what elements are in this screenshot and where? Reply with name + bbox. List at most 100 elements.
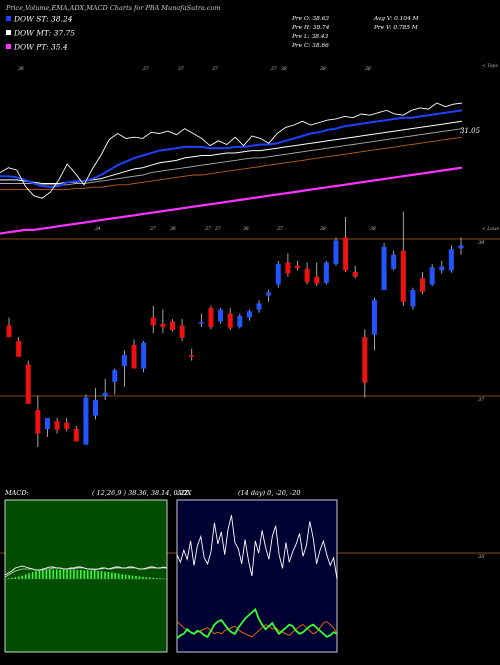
candle	[54, 417, 60, 434]
macd-params: ( 12,26,9 ) 38.36, 38.14, 0.22	[92, 489, 188, 497]
candle-body	[25, 364, 31, 404]
legend: DOW ST: 38.24 DOW MT: 37.75 DOW PT: 35.4	[6, 15, 75, 52]
candle	[189, 348, 195, 361]
low-marker: 36	[243, 226, 249, 232]
candle	[83, 394, 89, 445]
candle	[362, 329, 368, 398]
candle-body	[285, 262, 291, 274]
candle-body	[141, 342, 147, 369]
candle-body	[420, 278, 426, 292]
candle	[285, 253, 291, 277]
candle	[333, 237, 339, 266]
candle-body	[237, 315, 243, 327]
adx-panel: ADX (14 day) 0, -20, -20	[176, 489, 338, 653]
top-marker: 36	[18, 66, 24, 72]
candle-body	[6, 325, 12, 338]
candle-body	[73, 428, 79, 442]
candle-body	[381, 246, 387, 291]
candle-body	[112, 370, 118, 382]
macd-panel: MACD: ( 12,26,9 ) 38.36, 38.14, 0.22	[4, 489, 188, 653]
low-marker: 36	[170, 226, 176, 232]
candle-body	[439, 266, 445, 271]
candle	[121, 350, 127, 387]
candle	[458, 237, 464, 255]
pre-low: Pre L: 38.43	[291, 34, 328, 40]
low-marker: 38	[320, 226, 326, 232]
candle-body	[35, 410, 41, 434]
candles	[6, 211, 464, 448]
candle-body	[410, 290, 416, 307]
y-tick-label: 37	[478, 397, 485, 403]
candle	[304, 262, 310, 285]
pre-high: Pre H: 38.74	[291, 25, 330, 31]
candle-body	[304, 268, 310, 283]
candle-body	[131, 344, 137, 369]
ema-short-line	[0, 109, 463, 189]
top-marker: 38	[281, 66, 287, 72]
chart-title: Price,Volume,EMA,ADX,MACD Charts for PBA…	[5, 4, 221, 12]
candle	[169, 319, 175, 332]
candle	[391, 250, 397, 271]
candle-body	[275, 264, 281, 285]
legend-dow-mt: DOW MT: 37.75	[13, 29, 75, 38]
top-marker: 37	[178, 66, 184, 72]
pre-close: Pre C: 38.66	[291, 43, 329, 49]
ohlc-readout: Pre O: 38.63 Pre H: 38.74 Pre L: 38.43 P…	[291, 16, 420, 49]
ema-long-line	[0, 128, 463, 186]
plus-di-line	[176, 607, 338, 639]
low-marker: 34	[95, 226, 101, 232]
candle	[275, 260, 281, 288]
macd-lines	[4, 565, 168, 580]
candle-body	[266, 292, 272, 296]
price-label: 31.05	[460, 127, 481, 135]
y-tick-label: 35	[478, 554, 484, 560]
candle	[295, 260, 301, 271]
candle-body	[179, 325, 185, 338]
candle-body	[246, 311, 252, 318]
candle-body	[83, 397, 89, 445]
candle-body	[448, 249, 454, 271]
candle	[208, 305, 214, 330]
candle	[179, 319, 185, 342]
legend-swatch-mt	[6, 30, 11, 35]
top-marker: 37	[143, 66, 149, 72]
ema-pt-line	[0, 166, 463, 235]
candle	[112, 368, 118, 395]
candle	[420, 271, 426, 294]
candle-body	[54, 421, 60, 430]
candle	[198, 313, 204, 327]
candle	[256, 300, 262, 313]
low-marker: 37	[277, 226, 283, 232]
adx-line	[176, 515, 338, 580]
y-tick-label: 39	[478, 240, 485, 246]
candle-body	[227, 313, 233, 328]
candle	[448, 245, 454, 273]
candle-body	[93, 399, 99, 416]
candle-body	[64, 422, 70, 429]
candlestick-panel: 39 37 35	[0, 211, 500, 560]
candle-body	[400, 250, 406, 302]
candle	[44, 417, 50, 437]
candle	[314, 262, 320, 287]
candle-body	[429, 267, 435, 285]
low-marker: 37	[205, 226, 211, 232]
candle	[131, 339, 137, 369]
candle	[6, 317, 12, 338]
candle	[237, 313, 243, 329]
candle	[429, 264, 435, 287]
price-line	[0, 102, 463, 199]
legend-dow-st: DOW ST: 38.24	[13, 15, 73, 24]
candle-body	[16, 341, 22, 357]
top-marker: 38	[320, 66, 326, 72]
candle-body	[198, 322, 204, 324]
candle-body	[208, 308, 214, 327]
candle	[439, 260, 445, 274]
legend-dow-pt: DOW PT: 35.4	[13, 43, 68, 52]
candle-body	[314, 276, 320, 284]
macd-histogram	[4, 569, 168, 579]
candle	[218, 308, 224, 324]
candle-body	[333, 240, 339, 265]
candle-body	[352, 271, 358, 277]
candle	[410, 287, 416, 310]
pre-volume: Pre V: 0.785 M	[373, 25, 419, 31]
